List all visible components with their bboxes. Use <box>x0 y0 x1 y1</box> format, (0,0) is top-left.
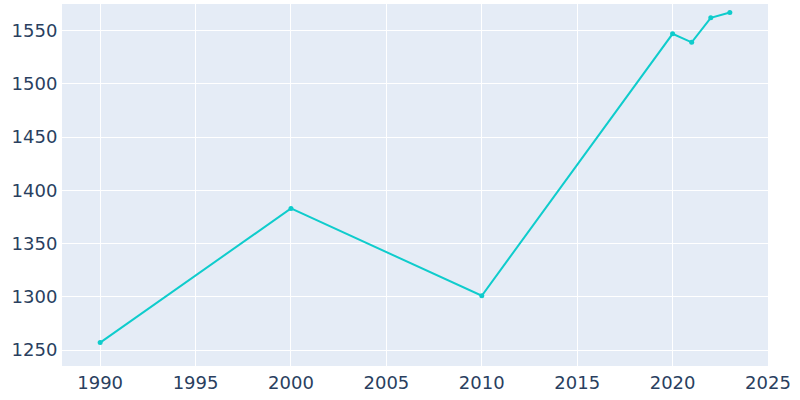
svg-text:1500: 1500 <box>12 73 58 94</box>
svg-text:1990: 1990 <box>77 372 123 393</box>
svg-text:2020: 2020 <box>650 372 696 393</box>
svg-text:2005: 2005 <box>363 372 409 393</box>
svg-text:1250: 1250 <box>12 339 58 360</box>
svg-text:1995: 1995 <box>173 372 219 393</box>
svg-text:1450: 1450 <box>12 126 58 147</box>
svg-text:1550: 1550 <box>12 20 58 41</box>
svg-text:2000: 2000 <box>268 372 314 393</box>
svg-text:1400: 1400 <box>12 180 58 201</box>
svg-text:1300: 1300 <box>12 286 58 307</box>
svg-text:2025: 2025 <box>745 372 791 393</box>
svg-text:2015: 2015 <box>554 372 600 393</box>
svg-text:2010: 2010 <box>459 372 505 393</box>
svg-text:1350: 1350 <box>12 233 58 254</box>
